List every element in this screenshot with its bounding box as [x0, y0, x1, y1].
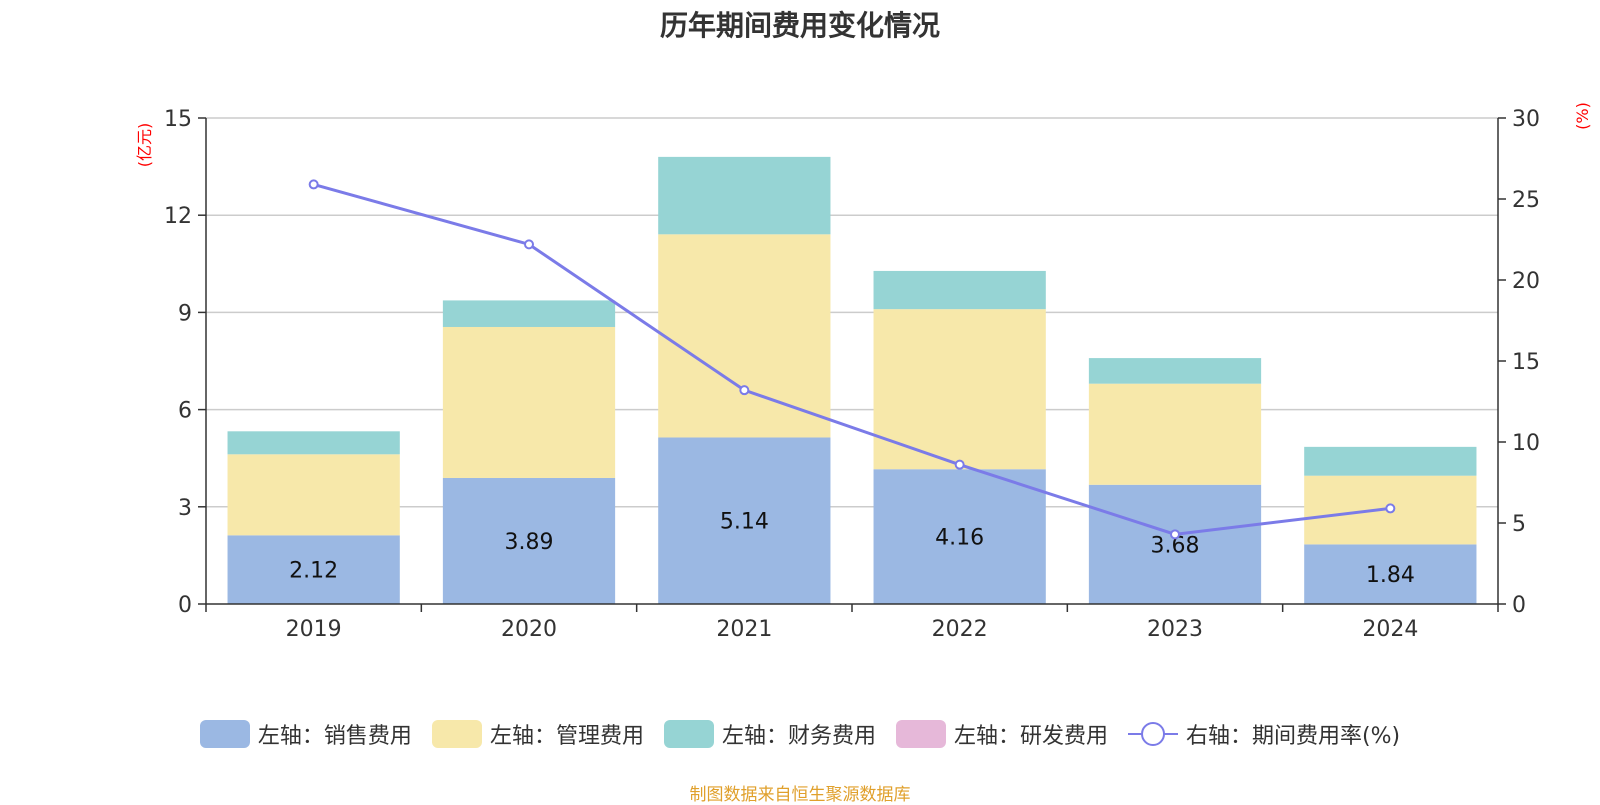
bar-segment — [442, 300, 616, 327]
x-tick-label: 2021 — [716, 617, 772, 642]
bar-value-label: 1.84 — [1366, 563, 1415, 588]
rate-line-path — [313, 182, 1391, 536]
rate-point — [1385, 503, 1396, 514]
chart-title: 历年期间费用变化情况 — [659, 9, 940, 42]
right-tick-label: 30 — [1512, 107, 1540, 132]
legend-item[interactable]: 左轴：财务费用 — [663, 718, 876, 750]
bar-segment — [1304, 544, 1477, 604]
x-tick-label: 2024 — [1362, 617, 1418, 642]
legend-line-marker — [1127, 722, 1178, 746]
legend-swatch — [895, 720, 946, 748]
rate-point — [308, 179, 319, 190]
bar-labels: 2.123.895.144.16 3.681.84 — [289, 510, 1415, 588]
x-tick-label: 2019 — [286, 617, 342, 642]
x-tick-label: 2020 — [501, 617, 557, 642]
bar-segment — [442, 477, 616, 604]
legend-swatch — [663, 720, 714, 748]
left-tick-label: 15 — [164, 107, 192, 132]
bar-value-label: 2.12 — [289, 559, 338, 584]
legend-label: 左轴：销售费用 — [257, 724, 412, 749]
bar-segment — [1088, 383, 1262, 485]
bar-segment — [227, 454, 400, 536]
rate-point — [954, 459, 965, 470]
legend-label: 左轴：财务费用 — [721, 724, 876, 749]
bar-segment — [1088, 358, 1262, 384]
right-axis-unit: (%) — [1573, 102, 1592, 130]
right-tick-label: 0 — [1512, 593, 1526, 618]
bar-segment — [1304, 446, 1477, 476]
legend-label: 左轴：管理费用 — [489, 724, 644, 749]
left-axis-unit: (亿元) — [135, 123, 154, 168]
bar-segment — [227, 431, 400, 455]
left-tick-label: 3 — [178, 496, 192, 521]
bar-value-label: 3.89 — [505, 530, 554, 555]
bar-segment — [658, 437, 831, 604]
bar-segment — [227, 535, 400, 604]
right-tick-label: 10 — [1512, 431, 1540, 456]
bar-segment — [442, 326, 616, 478]
left-tick-label: 9 — [178, 301, 192, 326]
axes: 0 3 6 9 12 15 0 5 10 15 20 25 30 2019 2020 2021 2022 2023… — [164, 107, 1540, 642]
legend-item[interactable]: 左轴：管理费用 — [431, 718, 644, 750]
x-tick-label: 2022 — [932, 617, 988, 642]
rate-point — [1170, 529, 1180, 540]
legend-swatch — [199, 720, 250, 748]
right-tick-label: 20 — [1512, 269, 1540, 294]
left-tick-label: 0 — [178, 593, 192, 618]
left-tick-label: 12 — [164, 204, 192, 229]
legend-label: 右轴：期间费用率(%) — [1185, 724, 1401, 749]
rate-line — [308, 179, 1396, 540]
right-tick-label: 5 — [1512, 512, 1526, 537]
bar-segment — [873, 309, 1046, 470]
bar-value-label: 5.14 — [720, 510, 769, 535]
x-tick-label: 2023 — [1147, 617, 1203, 642]
legend-label: 左轴：研发费用 — [953, 724, 1108, 749]
right-tick-label: 15 — [1512, 350, 1540, 375]
right-tick-label: 25 — [1512, 188, 1540, 213]
source-note: 制图数据来自恒生聚源数据库 — [689, 785, 911, 805]
bar-value-label: 4.16 — [935, 526, 984, 551]
bar-segment — [1088, 484, 1262, 604]
legend-swatch — [431, 720, 482, 748]
bars — [227, 156, 1477, 604]
bar-segment — [873, 270, 1046, 310]
left-tick-label: 6 — [178, 399, 192, 424]
legend-item[interactable]: 左轴：研发费用 — [895, 718, 1108, 750]
bar-segment — [658, 156, 831, 235]
rate-point — [524, 239, 534, 250]
legend-item[interactable]: 左轴：销售费用 — [199, 718, 412, 750]
bar-segment — [873, 469, 1046, 604]
legend-item[interactable]: 右轴：期间费用率(%) — [1127, 718, 1401, 750]
legend: 左轴：销售费用 左轴：管理费用 左轴：财务费用 左轴：研发费用 右轴：期间费用率(%) — [0, 718, 1600, 750]
rate-point — [739, 385, 750, 396]
bar-segment — [658, 234, 831, 438]
